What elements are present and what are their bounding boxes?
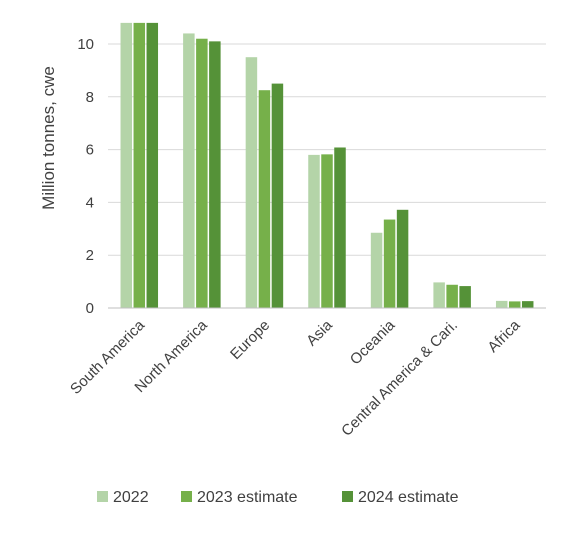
legend: 2022 2023 estimate 2024 estimate	[97, 489, 459, 506]
bar	[146, 22, 159, 308]
legend-swatch	[181, 491, 192, 502]
y-tick-label: 0	[86, 300, 94, 317]
y-tick-label: 6	[86, 142, 94, 159]
legend-label: 2022	[113, 489, 149, 506]
bar	[459, 286, 471, 308]
bar	[508, 301, 521, 308]
legend-swatch	[97, 491, 108, 502]
bar	[308, 154, 320, 308]
bar	[370, 232, 383, 308]
x-category-label: Europe	[227, 317, 273, 363]
bar	[495, 300, 508, 308]
y-tick-label: 8	[86, 89, 94, 106]
bars	[120, 22, 534, 309]
bar	[245, 57, 258, 309]
y-tick-label: 10	[77, 36, 94, 53]
x-category-label: Oceania	[347, 316, 399, 368]
bar	[183, 33, 195, 308]
y-tick-label: 2	[86, 247, 94, 264]
bar	[334, 147, 346, 308]
bar	[396, 209, 409, 308]
bar	[120, 22, 133, 308]
legend-label: 2024 estimate	[358, 489, 459, 506]
bar	[209, 41, 221, 309]
y-axis-label: Million tonnes, cwe	[39, 66, 58, 210]
bar	[321, 154, 333, 308]
legend-label: 2023 estimate	[197, 489, 298, 506]
bar	[258, 90, 271, 308]
x-category-label: Central America & Cari.	[338, 317, 461, 440]
bar	[133, 22, 146, 308]
bar	[196, 38, 208, 308]
bar	[271, 83, 284, 308]
bar	[383, 219, 396, 308]
x-category-label: Africa	[484, 316, 524, 356]
y-axis-ticks: 0 2 4 6 8 10	[77, 36, 94, 317]
bar	[433, 282, 445, 308]
bar	[446, 284, 458, 308]
gridlines	[108, 43, 546, 256]
legend-swatch	[342, 491, 353, 502]
bar	[521, 301, 534, 308]
x-category-label: Asia	[303, 316, 336, 349]
y-tick-label: 4	[86, 194, 94, 211]
